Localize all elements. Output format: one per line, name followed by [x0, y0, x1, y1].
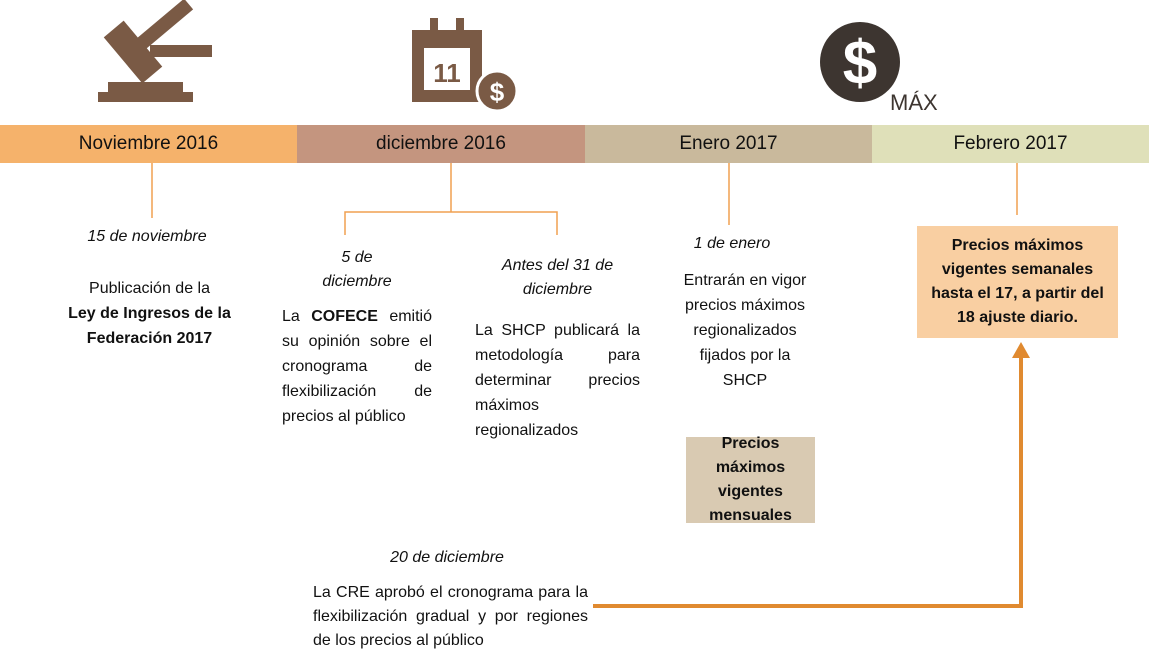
event-text: La COFECE emitió su opinión sobre el cro… [282, 304, 432, 429]
month: Noviembre 2016 [0, 125, 297, 163]
event-date: 5 de diciembre [322, 249, 392, 290]
price-symbol: $ [843, 29, 877, 98]
price-label: MÁX [890, 90, 938, 115]
text: emitió su opinión sobre el cronograma de… [282, 308, 432, 425]
text-bold: Ley de Ingresos de la Federación 2017 [68, 305, 231, 347]
month: diciembre 2016 [297, 125, 585, 163]
month: Febrero 2017 [872, 125, 1149, 163]
text: Publicación de la [89, 280, 210, 297]
event-text: Entrarán en vigor precios máximos region… [680, 268, 810, 393]
price-icon: $ MÁX [820, 22, 938, 115]
calendar-icon: 11 $ [412, 18, 519, 113]
text-bold: COFECE [311, 308, 378, 325]
event-date: 20 de diciembre [390, 549, 504, 566]
text: Entrarán en vigor precios máximos region… [683, 272, 807, 389]
arrow [593, 342, 1030, 608]
event-date: Antes del 31 de diciembre [501, 257, 614, 298]
month: Enero 2017 [585, 125, 872, 163]
text: La SHCP publicará la metodología para de… [475, 322, 640, 439]
info-box: Precios máximos vigentes semanales hasta… [917, 226, 1118, 338]
gavel-icon [98, 0, 212, 102]
info-box: Precios máximos vigentes mensuales [686, 435, 815, 524]
text: La [282, 308, 300, 325]
event-date: 15 de noviembre [87, 228, 207, 245]
event-date: 1 de enero [693, 235, 771, 252]
event-text: Publicación de la Ley de Ingresos de la … [42, 276, 257, 351]
calendar-coin: $ [490, 77, 505, 107]
calendar-label: 11 [433, 58, 461, 88]
event-text: La CRE aprobó el cronograma para la flex… [313, 581, 588, 653]
text: La CRE aprobó el cronograma para la flex… [313, 584, 588, 649]
event-text: La SHCP publicará la metodología para de… [475, 318, 640, 443]
connectors [151, 163, 1018, 235]
